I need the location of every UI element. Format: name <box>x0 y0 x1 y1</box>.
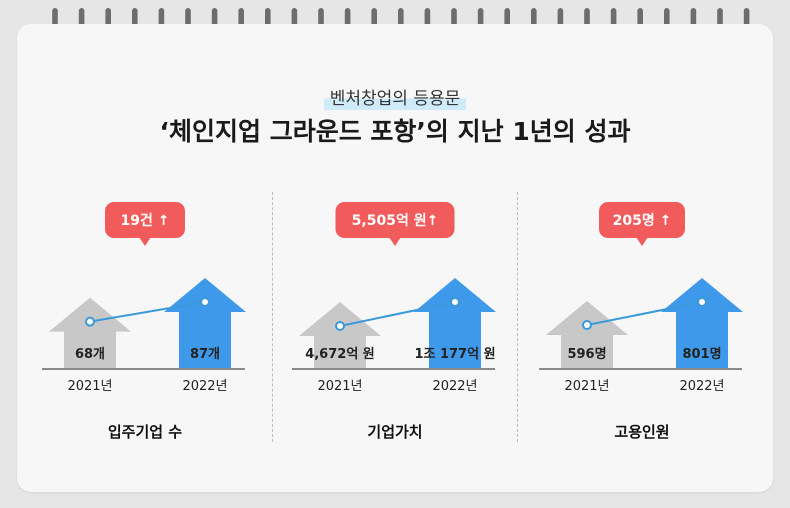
panel-divider <box>272 192 273 442</box>
increase-label: 5,505억 원↑ <box>352 213 439 229</box>
increase-badge <box>105 202 185 238</box>
subtitle-text: 벤처창업의 등용문 <box>323 84 467 110</box>
bar-arrow-2 <box>661 278 743 368</box>
trend-point <box>85 316 95 327</box>
bar-arrow-2 <box>414 278 496 368</box>
chart-title: 기업가치 <box>367 423 422 441</box>
trend-point <box>697 297 707 307</box>
chart-1: 68개 2021년 87개 2022년 19건 ↑ 입주기업 수 <box>42 202 246 441</box>
trend-line <box>586 301 703 327</box>
page-subtitle: 벤처창업의 등용문 <box>0 84 790 110</box>
data-label: 87개 <box>190 347 220 362</box>
bar-arrow-2 <box>164 278 246 368</box>
badge-pointer <box>636 237 648 246</box>
category-label: 2022년 <box>679 379 724 394</box>
trend-line <box>89 301 206 323</box>
increase-badge <box>599 202 685 238</box>
bar-arrow-1 <box>299 302 381 368</box>
chart-title: 고용인원 <box>614 423 669 441</box>
page-title: ‘체인지업 그라운드 포항’의 지난 1년의 성과 <box>159 117 631 146</box>
data-label: 68개 <box>75 347 105 362</box>
data-label: 801명 <box>682 346 721 362</box>
increase-label: 205명 ↑ <box>613 212 672 229</box>
increase-badge <box>335 202 455 238</box>
category-label: 2021년 <box>564 379 609 394</box>
trend-line <box>339 301 456 327</box>
increase-label: 19건 ↑ <box>121 212 170 229</box>
badge-pointer <box>389 237 401 246</box>
chart-3: 596명 2021년 801명 2022년 205명 ↑ 고용인원 <box>539 202 743 441</box>
category-label: 2022년 <box>432 379 477 394</box>
badge-pointer <box>139 237 151 246</box>
category-label: 2022년 <box>182 379 227 394</box>
trend-point <box>335 321 345 331</box>
category-label: 2021년 <box>67 379 112 394</box>
chart-title: 입주기업 수 <box>108 423 182 441</box>
trend-point <box>450 297 460 307</box>
bar-arrow-1 <box>546 301 628 368</box>
trend-point <box>582 320 592 331</box>
chart-2: 4,672억 원 2021년 1조 177억 원 2022년 5,505억 원↑ 기업가치 <box>292 202 496 441</box>
data-label: 1조 177억 원 <box>414 347 495 362</box>
bar-arrow-1 <box>49 297 131 368</box>
category-label: 2021년 <box>317 379 362 394</box>
trend-point <box>200 297 210 307</box>
data-label: 596명 <box>567 346 606 362</box>
data-label: 4,672억 원 <box>305 347 375 362</box>
panel-divider <box>517 192 518 442</box>
